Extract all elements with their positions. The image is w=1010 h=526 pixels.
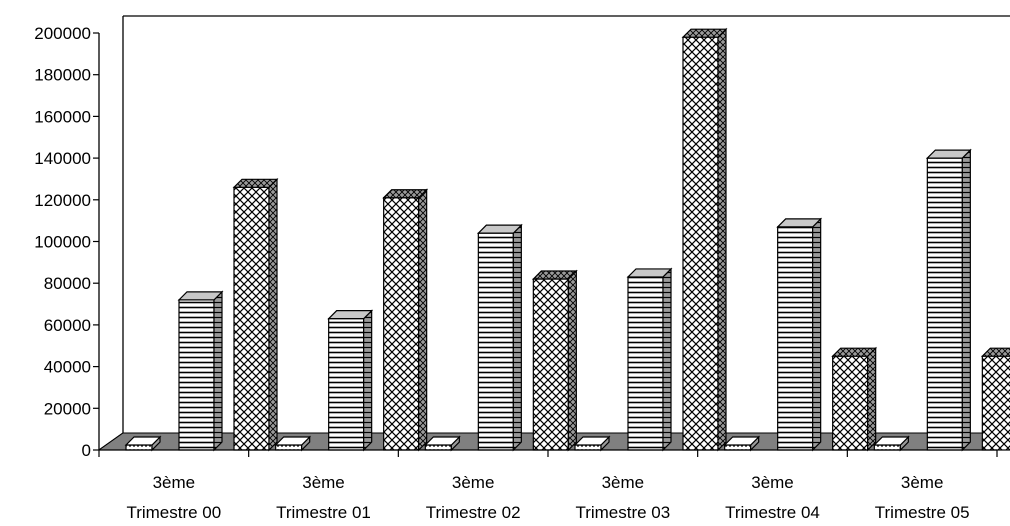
x-tick-label: 3ème [751,473,794,492]
bar-front [724,444,752,451]
back-wall-left [98,16,124,451]
bar-side [512,223,522,452]
bar [476,223,523,452]
bar-side [961,148,971,452]
y-tick-label: 40000 [44,358,91,377]
bar [274,435,312,452]
bar-front [178,299,215,451]
bar-top [177,291,224,301]
bar-front [328,318,365,451]
y-tick-label: 120000 [34,191,91,210]
bar-front [777,226,814,451]
bar [531,269,578,452]
bar-side [363,309,373,452]
y-tick-label: 60000 [44,316,91,335]
bar-front [981,355,1010,451]
bar-top [531,270,578,280]
bar-front [574,444,602,451]
bar-front [627,276,664,451]
x-tick-label: 3ème [901,473,944,492]
bar-top [925,149,972,159]
x-tick-label: 3ème [153,473,196,492]
bar [925,148,972,452]
bar-top [327,310,374,320]
bar-side [567,269,577,452]
bar-top [626,268,673,278]
bar-top [573,436,611,446]
x-tick-label: Trimestre 00 [126,503,221,522]
bar [124,435,162,452]
bar-front [125,444,153,451]
bar-front [275,444,303,451]
y-tick-label: 0 [82,441,91,460]
bar [626,267,673,452]
bar-top [872,436,910,446]
bar-front [926,157,963,451]
bar [980,347,1010,451]
bar-top [776,218,823,228]
bar [776,217,823,452]
y-tick-label: 180000 [34,66,91,85]
bar [723,435,761,452]
bar-side [213,290,223,452]
bar-side [662,267,672,452]
bar-top [980,347,1010,357]
bar [232,177,279,452]
bar [573,435,611,452]
bar-front [233,186,270,451]
y-tick-label: 200000 [34,24,91,43]
bar-front [532,278,569,451]
y-tick-label: 20000 [44,399,91,418]
bar [177,290,224,452]
bar-side [717,27,727,452]
bar-front [477,232,514,451]
x-tick-label: Trimestre 03 [575,503,670,522]
bar-top [274,436,312,446]
x-tick-label: 3ème [602,473,645,492]
bar-top [831,347,878,357]
bar-front [832,355,869,451]
y-axis: 0 20000 40000 60000 80000 100000 120000 140000 1… [34,24,100,460]
bar-top [124,436,162,446]
bar-side [867,346,877,452]
y-tick-label: 80000 [44,274,91,293]
x-axis: 3ème Trimestre 00 3ème Trimestre 01 3ème Trim… [98,449,998,522]
bars [124,27,1010,452]
bar-top [681,28,728,38]
y-tick-label: 140000 [34,149,91,168]
bar-front [424,444,452,451]
bar-side [418,188,428,452]
bar-side [812,217,822,452]
x-tick-label: 3ème [452,473,495,492]
x-tick-label: Trimestre 01 [276,503,371,522]
bar [681,27,728,452]
x-tick-label: Trimestre 02 [426,503,521,522]
x-tick-label: 3ème [302,473,345,492]
bar-top [232,178,279,188]
bar-top [423,436,461,446]
bar-front [873,444,901,451]
x-tick-label: Trimestre 04 [725,503,820,522]
bar-top [723,436,761,446]
y-tick-label: 100000 [34,233,91,252]
bar-side [268,177,278,452]
y-tick-label: 160000 [34,107,91,126]
bar-top [476,224,523,234]
bar [382,188,429,452]
bar-top [382,189,429,199]
bar-front [682,36,719,451]
bar [327,309,374,452]
x-tick-label: Trimestre 05 [875,503,970,522]
bar [831,346,878,452]
bar-front [383,197,420,451]
